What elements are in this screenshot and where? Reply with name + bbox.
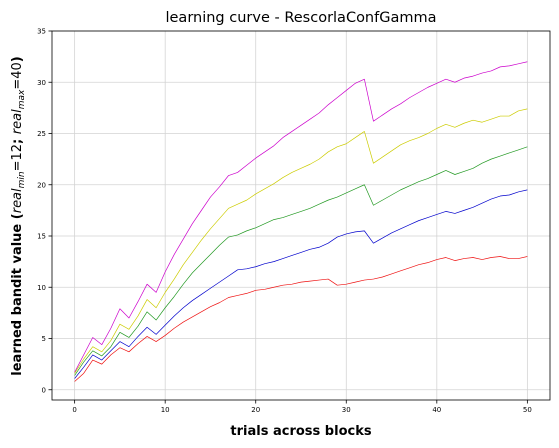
x-tick-label: 10 bbox=[161, 406, 170, 414]
series-lines bbox=[74, 61, 528, 382]
chart-title: learning curve - RescorlaConfGamma bbox=[165, 10, 436, 26]
y-axis-ticks: 0 5 10 15 20 25 30 35 bbox=[37, 28, 52, 394]
y-tick-label: 5 bbox=[42, 335, 46, 343]
x-tick-label: 30 bbox=[342, 406, 351, 414]
series-line-1 bbox=[74, 61, 528, 373]
x-axis-ticks: 0 10 20 30 40 50 bbox=[72, 400, 532, 414]
y-axis-label: learned bandit value (realmin=12; realma… bbox=[10, 56, 27, 375]
y-tick-label: 0 bbox=[42, 386, 46, 394]
y-tick-label: 15 bbox=[37, 233, 46, 241]
series-line-3 bbox=[74, 146, 528, 376]
x-tick-label: 0 bbox=[72, 406, 76, 414]
grid bbox=[52, 30, 550, 400]
y-tick-label: 10 bbox=[37, 284, 46, 292]
x-tick-label: 40 bbox=[432, 406, 441, 414]
plot-frame bbox=[51, 30, 551, 401]
y-tick-label: 35 bbox=[37, 28, 46, 36]
y-tick-label: 30 bbox=[37, 79, 46, 87]
y-tick-label: 20 bbox=[37, 181, 46, 189]
series-line-5 bbox=[74, 256, 528, 382]
series-line-4 bbox=[74, 189, 528, 379]
series-line-2 bbox=[74, 108, 528, 374]
x-axis-label: trials across blocks bbox=[230, 424, 371, 439]
y-tick-label: 25 bbox=[37, 130, 46, 138]
x-tick-label: 20 bbox=[251, 406, 260, 414]
x-tick-label: 50 bbox=[523, 406, 532, 414]
